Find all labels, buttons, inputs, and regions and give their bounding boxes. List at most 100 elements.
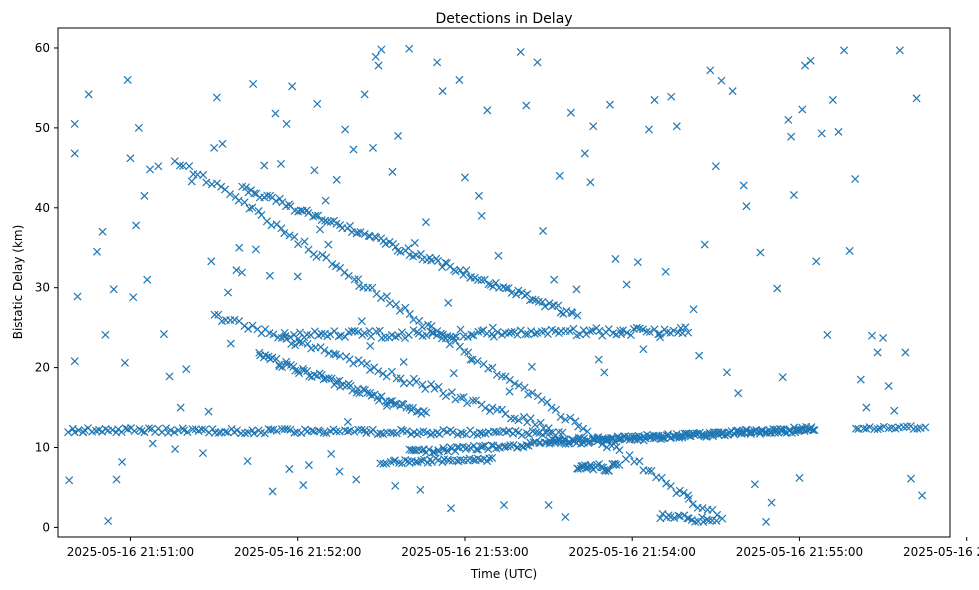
detection-point [104, 516, 113, 526]
detection-point [357, 425, 366, 434]
detection-point [218, 139, 227, 148]
detection-point [456, 325, 465, 334]
detection-point [375, 326, 384, 335]
detection-point [667, 92, 676, 101]
detection-point [179, 161, 188, 170]
detection-point [187, 177, 196, 186]
detection-point [395, 458, 404, 467]
detection-point [542, 428, 551, 437]
detection-point [531, 420, 540, 429]
detection-point [553, 435, 562, 444]
detection-point [427, 322, 436, 331]
detection-point [507, 328, 516, 337]
detection-point [112, 475, 121, 484]
detection-point [656, 333, 665, 342]
detection-point [466, 355, 475, 364]
detection-point [421, 218, 430, 227]
detection-point [791, 428, 800, 437]
detection-point [397, 328, 407, 337]
detection-point [551, 405, 560, 414]
detection-point [360, 229, 369, 239]
detection-point [313, 99, 322, 108]
detection-point [617, 330, 626, 339]
detection-point [70, 357, 79, 366]
data-points [64, 44, 930, 526]
detection-point [170, 428, 179, 437]
detection-point [272, 426, 281, 435]
detection-point [263, 191, 272, 200]
detection-point [176, 403, 185, 412]
detection-point [574, 422, 583, 431]
detection-point [728, 87, 737, 96]
detection-point [604, 466, 613, 475]
detection-point [307, 426, 316, 435]
detection-point [544, 501, 553, 510]
detection-point [341, 332, 350, 341]
detection-point [226, 339, 235, 348]
detection-point [712, 516, 721, 525]
detection-point [674, 511, 683, 520]
detection-point [324, 240, 333, 249]
detection-point [422, 408, 431, 417]
detection-point [514, 381, 523, 390]
detection-point [382, 292, 391, 301]
y-tick-label: 0 [42, 520, 50, 534]
detection-point [341, 125, 350, 134]
detection-point [698, 504, 707, 513]
detection-point [609, 434, 618, 443]
detection-point [248, 203, 257, 212]
x-tick-label: 2025-05-16 21:54:00 [568, 545, 695, 559]
detection-point [350, 327, 359, 336]
detection-point [545, 428, 554, 437]
detection-point [543, 398, 552, 407]
detection-point [285, 465, 294, 474]
detection-point [635, 457, 644, 466]
detection-point [385, 299, 394, 308]
detection-point [391, 481, 400, 490]
detection-point [521, 330, 530, 339]
detection-point [739, 181, 748, 190]
detection-point [616, 435, 625, 444]
detection-point [599, 463, 608, 472]
detection-point [394, 131, 403, 140]
detection-point [762, 517, 771, 526]
detection-point [828, 95, 837, 104]
detection-point [120, 358, 129, 367]
detection-point [214, 428, 223, 437]
detection-point [506, 441, 515, 450]
detection-point [328, 260, 337, 269]
detection-point [250, 189, 259, 198]
detection-point [320, 346, 329, 355]
detection-point [477, 276, 486, 285]
detection-point [288, 82, 297, 91]
detection-point [734, 389, 743, 398]
detection-point [675, 486, 684, 495]
detection-point [528, 388, 537, 397]
detection-point [537, 395, 546, 405]
detection-point [377, 45, 386, 54]
detection-point [806, 425, 815, 434]
x-axis: 2025-05-16 21:51:00 2025-05-16 21:52:00 20… [67, 537, 979, 559]
detection-point [767, 498, 776, 507]
detection-point [175, 161, 185, 170]
detection-point [332, 262, 341, 271]
detection-point [304, 209, 313, 218]
detection-point [356, 228, 365, 237]
detection-point [675, 433, 684, 442]
detection-point [207, 257, 216, 266]
detection-point [789, 190, 798, 200]
detection-point [93, 247, 102, 256]
detection-point [376, 294, 386, 303]
detection-point [412, 377, 421, 386]
detection-point [197, 425, 206, 434]
detection-point [183, 427, 192, 436]
detection-point [123, 75, 132, 84]
detection-point [579, 424, 588, 433]
detection-point [214, 310, 223, 319]
detection-point [130, 426, 139, 435]
detection-point [605, 100, 614, 109]
detection-point [884, 381, 893, 391]
detection-point [198, 449, 207, 458]
detection-point [412, 407, 421, 416]
